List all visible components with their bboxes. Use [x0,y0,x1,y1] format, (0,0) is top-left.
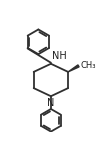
Text: NH: NH [52,51,67,61]
Text: CH₃: CH₃ [80,61,96,70]
Polygon shape [68,65,79,72]
Text: N: N [47,98,55,108]
